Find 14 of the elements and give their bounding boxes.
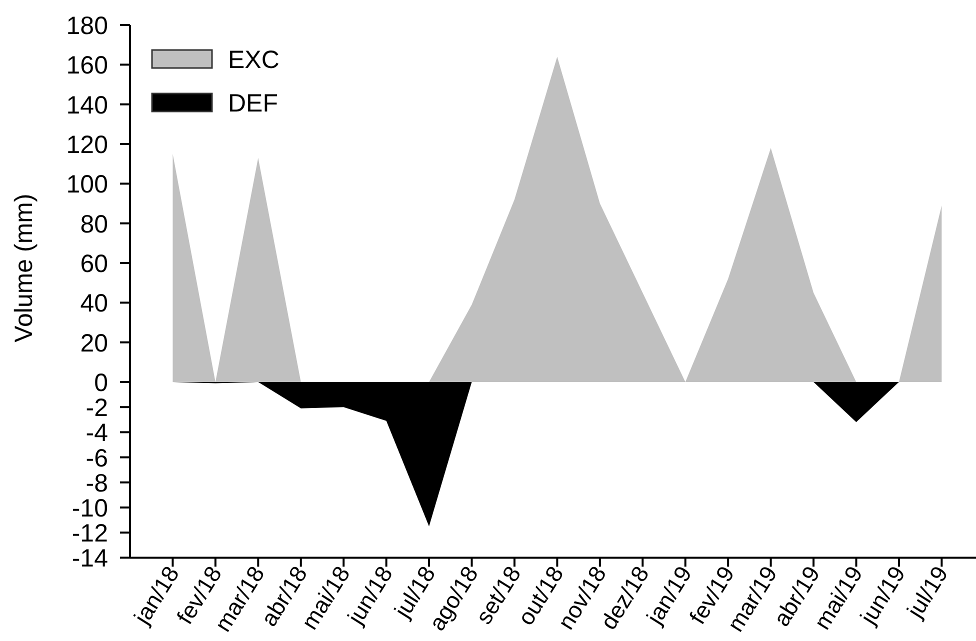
- legend-label: EXC: [228, 46, 280, 74]
- y-tick-label: 140: [66, 91, 108, 120]
- y-tick-label: 180: [66, 12, 108, 40]
- y-tick-label: 60: [80, 250, 108, 278]
- y-tick-label: 20: [80, 329, 108, 358]
- y-tick-label: 40: [80, 290, 108, 318]
- y-tick-label: 120: [66, 131, 108, 159]
- y-tick-label: 80: [80, 210, 108, 238]
- y-axis-title: Volume (mm): [10, 194, 38, 342]
- y-tick-label: 100: [66, 170, 108, 199]
- legend-label: DEF: [228, 90, 278, 118]
- y-tick-label: 160: [66, 52, 108, 80]
- y-tick-label: -10: [72, 494, 108, 522]
- y-tick-label: 0: [94, 369, 108, 397]
